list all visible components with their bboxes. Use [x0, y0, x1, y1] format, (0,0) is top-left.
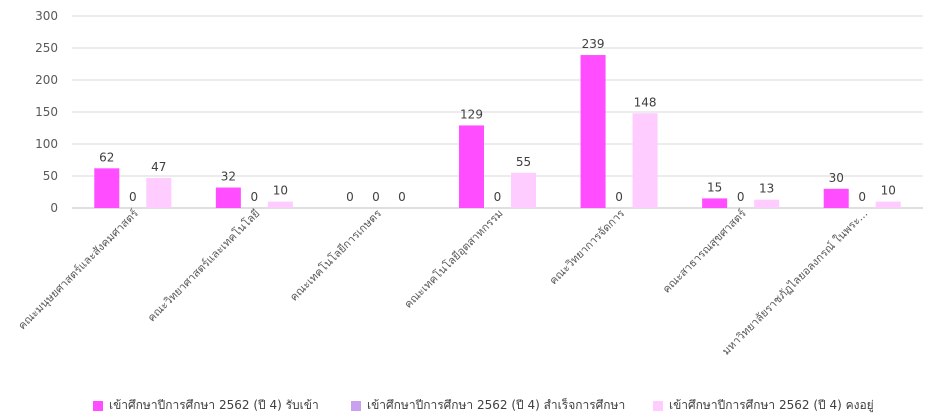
y-tick-label: 250	[35, 41, 58, 55]
data-label: 32	[221, 170, 236, 184]
x-tick-label: มหาวิทยาลัยราชภัฏไลยอลงกรณ์ ในพระ...	[720, 207, 871, 358]
data-labels: 62 0 47 32 0 10 0 0 0 129 0 55 239 0 148 15 0 13 30 0 10	[99, 37, 896, 204]
data-label: 15	[707, 180, 722, 194]
bar	[215, 187, 241, 208]
data-label: 129	[460, 107, 483, 121]
legend-label: เข้าศึกษาปีการศึกษา 2562 (ปี 4) รับเข้า	[109, 398, 319, 412]
legend-swatch	[653, 400, 663, 411]
data-label: 47	[151, 160, 166, 174]
data-label: 0	[398, 190, 406, 204]
bar	[702, 198, 728, 208]
data-label: 55	[516, 155, 531, 169]
data-label: 0	[372, 190, 380, 204]
x-tick-label: คณะวิทยาการจัดการ	[547, 207, 627, 287]
gridlines	[72, 15, 923, 209]
legend-swatch	[351, 400, 361, 411]
data-label: 0	[346, 190, 354, 204]
bar	[823, 188, 849, 208]
data-label: 30	[829, 171, 844, 185]
data-label: 10	[881, 184, 896, 198]
bar	[754, 199, 780, 208]
y-tick-label: 150	[35, 105, 58, 119]
y-tick-label: 50	[43, 169, 58, 183]
y-tick-label: 300	[35, 9, 58, 23]
bar	[580, 55, 606, 208]
legend-item: เข้าศึกษาปีการศึกษา 2562 (ปี 4) คงอยู่	[653, 396, 874, 415]
y-tick-label: 200	[35, 73, 58, 87]
x-tick-label: คณะสาธารณสุขศาสตร์	[660, 207, 749, 296]
data-label: 0	[615, 190, 623, 204]
data-label: 13	[759, 182, 774, 196]
data-label: 62	[99, 150, 114, 164]
x-tick-label: คณะวิทยาศาสตร์และเทคโนโลยี	[144, 206, 262, 324]
data-label: 10	[273, 184, 288, 198]
x-tick-label: คณะเทคโนโลยีการเกษตร	[287, 206, 385, 304]
y-axis: 0 50 100 150 200 250 300	[35, 9, 58, 215]
bar	[459, 125, 484, 208]
data-label: 148	[634, 95, 657, 109]
data-label: 0	[494, 190, 502, 204]
legend-label: เข้าศึกษาปีการศึกษา 2562 (ปี 4) คงอยู่	[669, 398, 874, 412]
legend-label: เข้าศึกษาปีการศึกษา 2562 (ปี 4) สำเร็จกา…	[367, 398, 626, 412]
legend-item: เข้าศึกษาปีการศึกษา 2562 (ปี 4) สำเร็จกา…	[351, 396, 625, 415]
y-tick-label: 0	[50, 201, 58, 215]
bar	[875, 201, 901, 208]
legend-item: เข้าศึกษาปีการศึกษา 2562 (ปี 4) รับเข้า	[93, 396, 319, 415]
data-label: 0	[737, 190, 745, 204]
x-tick-label: คณะเทคโนโลยีอุตสาหกรรม	[401, 206, 506, 311]
data-label: 239	[582, 37, 605, 51]
bar	[511, 172, 536, 208]
legend-swatch	[93, 400, 103, 411]
data-label: 0	[129, 190, 137, 204]
bars	[94, 55, 901, 208]
bar	[267, 201, 293, 208]
y-tick-label: 100	[35, 137, 58, 151]
bar	[146, 177, 172, 208]
x-tick-label: คณะมนุษยศาสตร์และสังคมศาสตร์	[16, 207, 141, 332]
bar	[632, 113, 658, 208]
data-label: 0	[251, 190, 259, 204]
x-axis: คณะมนุษยศาสตร์และสังคมศาสตร์ คณะวิทยาศาสต…	[16, 206, 871, 358]
data-label: 0	[858, 190, 866, 204]
bar	[94, 168, 120, 208]
legend: เข้าศึกษาปีการศึกษา 2562 (ปี 4) รับเข้า เ…	[0, 394, 933, 414]
